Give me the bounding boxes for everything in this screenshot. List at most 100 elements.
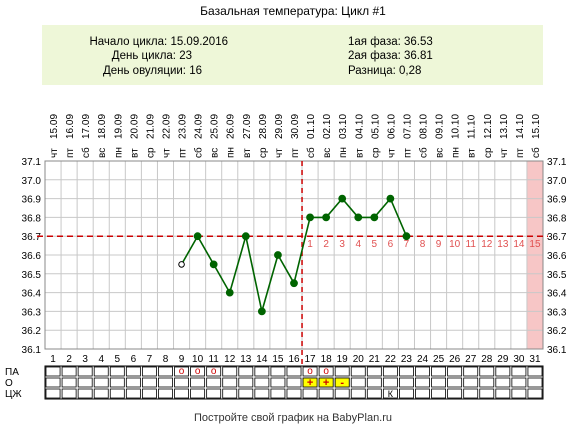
y-tick-right: 36.5: [547, 270, 567, 281]
weekday-label: вт: [354, 148, 365, 158]
luteal-day-label: 13: [497, 239, 509, 250]
day-number: 4: [98, 354, 104, 365]
weekday-label: пт: [515, 148, 526, 158]
weekday-label: чт: [49, 148, 60, 158]
o-cell-highlight: [334, 377, 350, 388]
table-cell: [511, 366, 527, 377]
date-label: 23.09: [178, 114, 189, 139]
day-number: 22: [385, 354, 397, 365]
table-cell: [109, 388, 125, 399]
temperature-point: [274, 251, 282, 259]
luteal-day-label: 6: [388, 239, 394, 250]
y-tick-left: 37.0: [22, 176, 42, 187]
table-cell: [318, 366, 334, 377]
o-cell-highlight: [318, 377, 334, 388]
table-cell: [431, 388, 447, 399]
table-cell: [463, 366, 479, 377]
table-cell: [125, 366, 141, 377]
day-number: 7: [147, 354, 153, 365]
table-cell: [382, 377, 398, 388]
y-tick-left: 36.3: [22, 307, 42, 318]
weekday-label: пн: [113, 147, 124, 158]
temperature-point: [338, 194, 347, 203]
table-frame: [44, 365, 544, 400]
day-number: 25: [433, 354, 445, 365]
table-cell: [93, 388, 109, 399]
phase1-label: 1ая фаза:: [348, 36, 401, 48]
table-cell: [206, 377, 222, 388]
day-number: 5: [115, 354, 121, 365]
table-cell: [158, 388, 173, 399]
luteal-day-label: 4: [355, 239, 361, 250]
y-tick-left: 36.4: [22, 289, 42, 300]
y-tick-right: 36.1: [547, 345, 567, 356]
day-number: 16: [288, 354, 300, 365]
row-label: О: [5, 378, 13, 389]
weekday-label: вс: [210, 148, 221, 158]
table-cell: [77, 388, 93, 399]
day-number: 31: [529, 354, 541, 365]
date-label: 21.09: [145, 114, 156, 139]
table-cell: [350, 377, 366, 388]
day-number: 26: [449, 354, 461, 365]
table-cell: [447, 388, 463, 399]
date-label: 11.10: [467, 114, 478, 139]
date-label: 13.10: [499, 114, 510, 139]
day-number: 24: [417, 354, 429, 365]
luteal-day-label: 9: [436, 239, 442, 250]
table-cell: [77, 366, 93, 377]
o-mark: -: [340, 377, 344, 389]
luteal-day-label: 14: [513, 239, 525, 250]
table-cell: [222, 377, 238, 388]
table-cell: [286, 388, 302, 399]
weekday-label: пт: [178, 148, 189, 158]
weekday-label: сб: [305, 147, 317, 158]
y-tick-right: 36.6: [547, 251, 567, 262]
day-number: 27: [465, 354, 477, 365]
day-number: 9: [179, 354, 185, 365]
date-label: 25.09: [210, 114, 221, 139]
phase-diff: Разница: 0,28: [348, 65, 421, 77]
weekday-label: сб: [80, 147, 92, 158]
luteal-day-label: 15: [529, 239, 541, 250]
y-tick-right: 37.0: [547, 176, 567, 187]
table-cell: [109, 366, 125, 377]
weekday-label: ср: [258, 147, 269, 158]
table-cell: [158, 377, 173, 388]
table-cell: [158, 366, 173, 377]
table-cell: [77, 377, 93, 388]
table-cell: [286, 366, 302, 377]
weekday-label: ср: [145, 147, 156, 158]
day-number: 23: [401, 354, 413, 365]
table-cell: [463, 377, 479, 388]
footer-link[interactable]: Постройте свой график на BabyPlan.ru: [193, 412, 393, 424]
date-label: 15.09: [49, 114, 60, 139]
diff-value: 0,28: [398, 65, 422, 77]
table-cell: [382, 366, 398, 377]
pa-mark: o: [179, 366, 185, 377]
pa-mark: o: [307, 366, 313, 377]
luteal-day-label: 2: [323, 239, 329, 250]
phase1-value: 36.53: [404, 36, 433, 48]
day-number: 13: [240, 354, 252, 365]
weekday-label: чт: [499, 148, 510, 158]
table-cell: [254, 377, 270, 388]
table-cell: [431, 377, 447, 388]
table-cell: [270, 388, 286, 399]
temperature-point: [193, 232, 202, 241]
diff-label: Разница:: [348, 65, 396, 77]
table-cell: [270, 366, 286, 377]
luteal-day-label: 11: [466, 239, 477, 250]
day-number: 12: [224, 354, 236, 365]
cm-mark: К: [388, 389, 394, 399]
weekday-label: ср: [370, 147, 381, 158]
cycle-start-label: Начало цикла:: [89, 36, 168, 48]
o-mark: +: [307, 377, 313, 389]
table-cell: [141, 366, 157, 377]
table-cell: [415, 377, 430, 388]
luteal-day-label: 5: [372, 239, 378, 250]
table-cell: [222, 366, 238, 377]
table-cell: [495, 388, 511, 399]
table-cell: [61, 377, 77, 388]
